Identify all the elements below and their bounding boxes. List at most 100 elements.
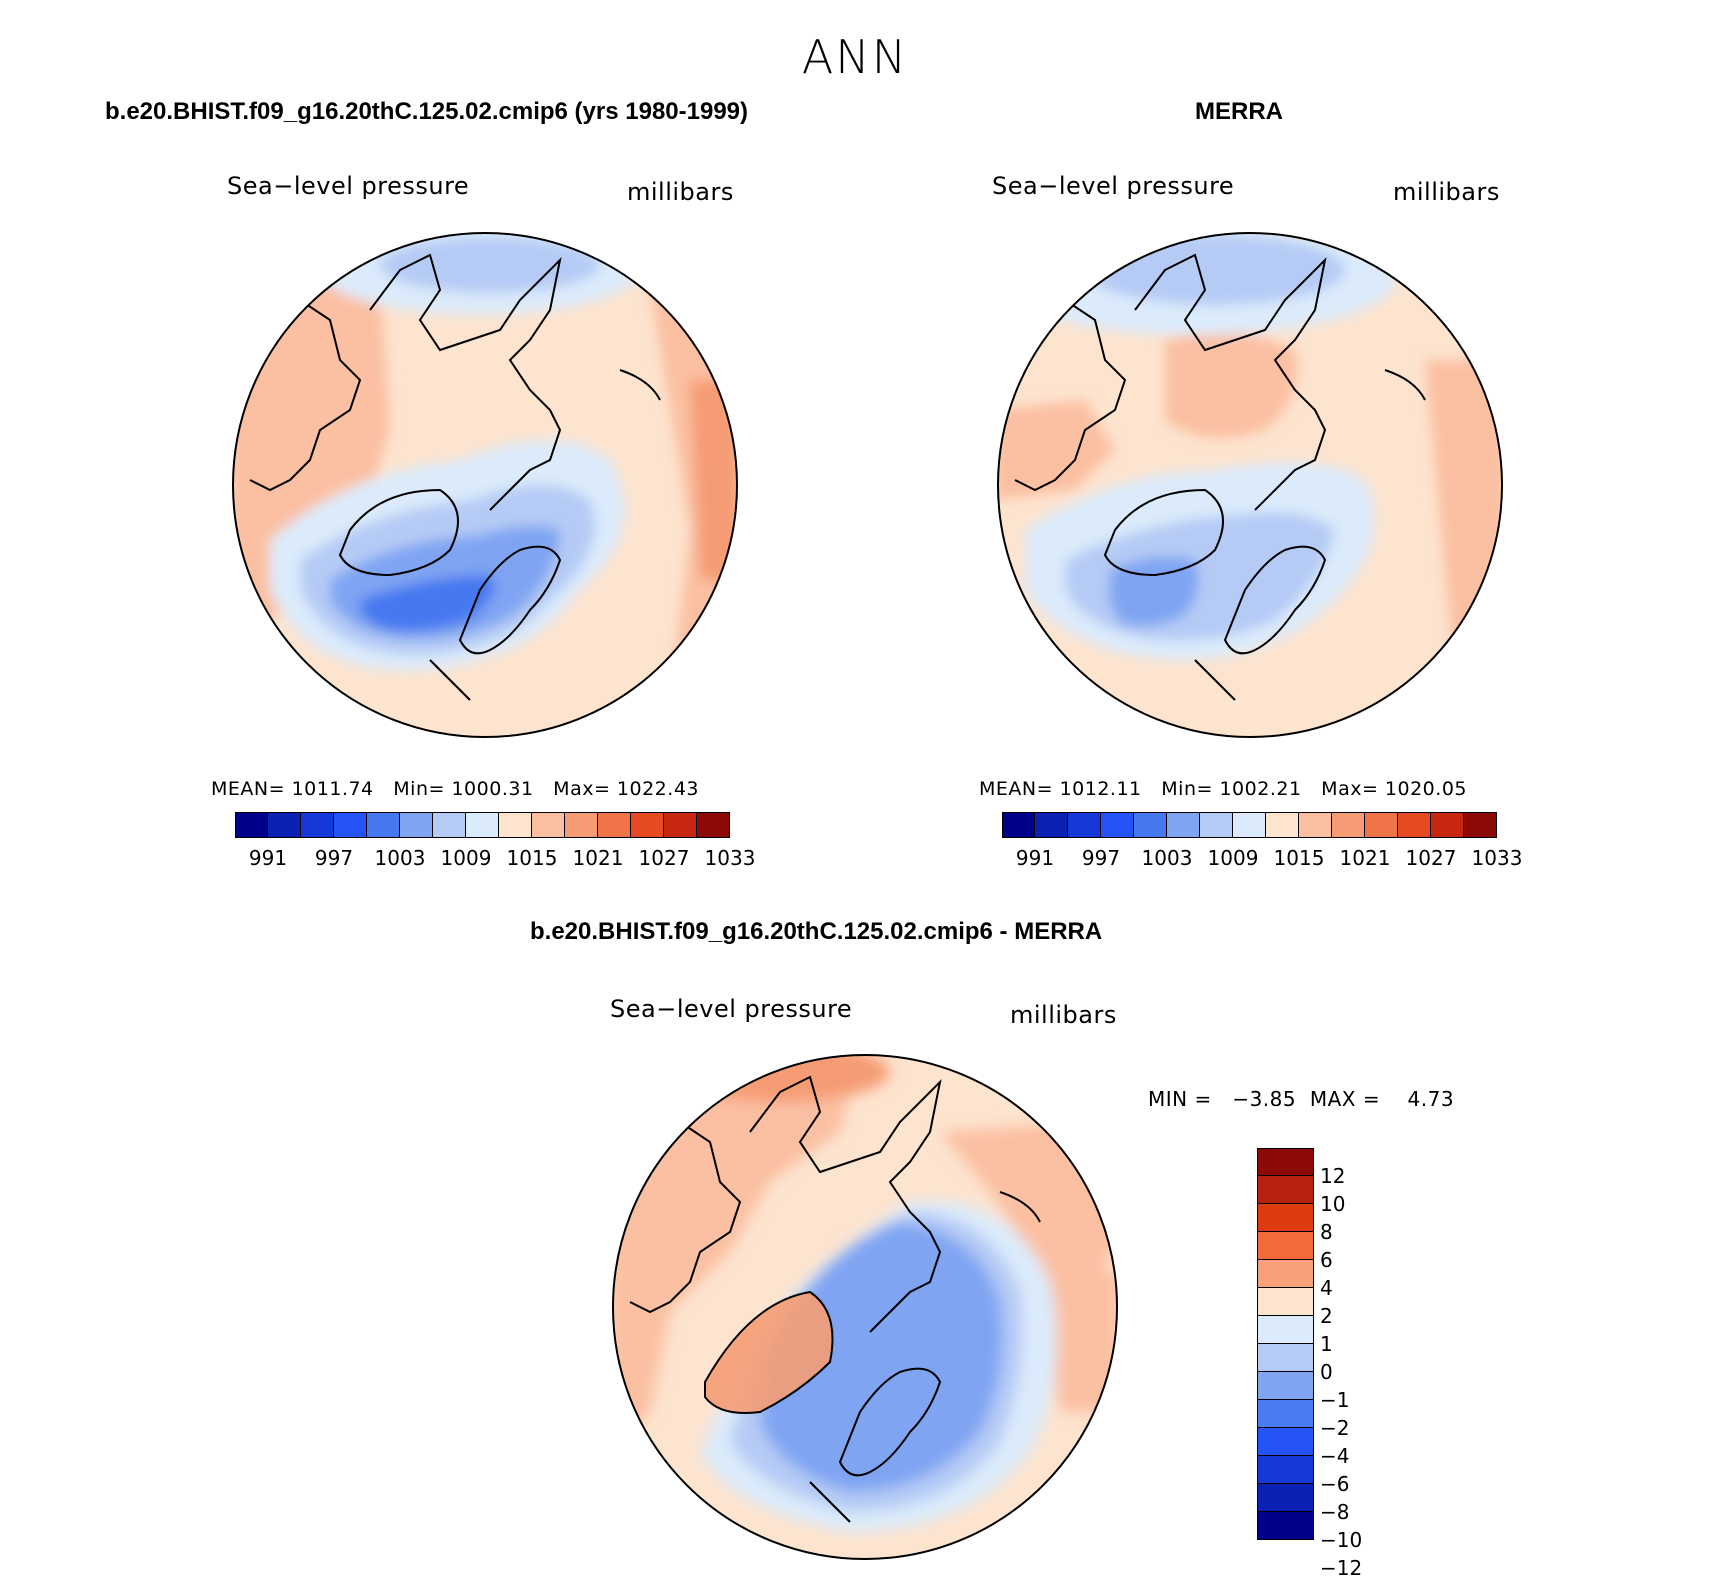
diff-colorbar-tick-label: 12 <box>1320 1164 1346 1188</box>
obs-colorbar-box <box>1068 812 1101 838</box>
diff-colorbar-tick-label: 10 <box>1320 1192 1346 1216</box>
diff-colorbar-box <box>1257 1484 1314 1512</box>
obs-colorbar-tick-label: 1021 <box>1339 846 1391 870</box>
obs-colorbar-box <box>1134 812 1167 838</box>
obs-colorbar-tick-label: 1009 <box>1207 846 1259 870</box>
diff-stats: MIN = −3.85 MAX = 4.73 <box>1148 1087 1454 1111</box>
model-colorbar <box>235 812 730 838</box>
model-units-label: millibars <box>627 178 734 206</box>
diff-units-label: millibars <box>1010 1001 1117 1029</box>
obs-colorbar-box <box>1233 812 1266 838</box>
model-colorbar-box <box>565 812 598 838</box>
page-title: ANN <box>801 30 909 84</box>
diff-colorbar-box <box>1257 1232 1314 1260</box>
obs-colorbar-tick-label: 1027 <box>1405 846 1457 870</box>
diff-min-value: −3.85 <box>1232 1087 1297 1111</box>
obs-colorbar-tick-label: 997 <box>1081 846 1121 870</box>
diff-colorbar-tick-label: 1 <box>1320 1332 1333 1356</box>
model-variable-label: Sea−level pressure <box>227 172 470 200</box>
model-colorbar-ticks: 991 997 1003 1009 1015 1021 1027 1033 <box>235 846 756 870</box>
diff-colorbar-ticks: 12 10 8 6 4 2 1 0 −1 −2 −4 −6 −8 −10 −12 <box>1320 1148 1380 1580</box>
diff-panel-title: b.e20.BHIST.f09_g16.20thC.125.02.cmip6 -… <box>530 918 1103 945</box>
diff-colorbar-tick-label: −4 <box>1320 1444 1350 1468</box>
model-colorbar-box <box>400 812 433 838</box>
obs-max-label: Max= <box>1321 778 1379 800</box>
diff-colorbar-tick-label: −1 <box>1320 1388 1350 1412</box>
model-colorbar-box <box>235 812 268 838</box>
model-colorbar-box <box>664 812 697 838</box>
model-colorbar-box <box>433 812 466 838</box>
obs-colorbar-box <box>1431 812 1464 838</box>
model-colorbar-tick-label: 1021 <box>572 846 624 870</box>
diff-max-value: 4.73 <box>1407 1087 1455 1111</box>
obs-colorbar-tick-label: 991 <box>1015 846 1055 870</box>
obs-colorbar-box <box>1266 812 1299 838</box>
obs-map <box>997 232 1503 738</box>
diff-colorbar-box <box>1257 1372 1314 1400</box>
diff-colorbar-box <box>1257 1204 1314 1232</box>
diff-colorbar <box>1257 1148 1314 1540</box>
model-colorbar-box <box>301 812 334 838</box>
model-colorbar-tick-label: 1015 <box>506 846 558 870</box>
diff-colorbar-tick-label: 4 <box>1320 1276 1333 1300</box>
obs-stats: MEAN= 1012.11 Min= 1002.21 Max= 1020.05 <box>979 778 1467 800</box>
model-max-label: Max= <box>553 778 611 800</box>
obs-colorbar-box <box>1365 812 1398 838</box>
model-colorbar-tick-label: 1003 <box>374 846 426 870</box>
diff-colorbar-tick-label: −2 <box>1320 1416 1350 1440</box>
diff-max-label: MAX = <box>1309 1087 1381 1111</box>
model-stats: MEAN= 1011.74 Min= 1000.31 Max= 1022.43 <box>211 778 699 800</box>
obs-colorbar-ticks: 991 997 1003 1009 1015 1021 1027 1033 <box>1002 846 1523 870</box>
obs-colorbar <box>1002 812 1497 838</box>
obs-units-label: millibars <box>1393 178 1500 206</box>
model-colorbar-tick-label: 997 <box>314 846 354 870</box>
diff-colorbar-box <box>1257 1456 1314 1484</box>
obs-colorbar-box <box>1200 812 1233 838</box>
diff-variable-label: Sea−level pressure <box>610 995 853 1023</box>
obs-min-label: Min= <box>1161 778 1213 800</box>
diff-colorbar-tick-label: 8 <box>1320 1220 1333 1244</box>
model-colorbar-box <box>334 812 367 838</box>
obs-mean-label: MEAN= <box>979 778 1054 800</box>
diff-colorbar-box <box>1257 1344 1314 1372</box>
diff-colorbar-box <box>1257 1176 1314 1204</box>
model-colorbar-box <box>367 812 400 838</box>
diff-colorbar-box <box>1257 1400 1314 1428</box>
model-mean-value: 1011.74 <box>291 778 374 800</box>
model-panel-title: b.e20.BHIST.f09_g16.20thC.125.02.cmip6 (… <box>105 98 749 125</box>
model-min-label: Min= <box>393 778 445 800</box>
obs-colorbar-box <box>1101 812 1134 838</box>
diff-colorbar-tick-label: −6 <box>1320 1472 1350 1496</box>
diff-colorbar-box <box>1257 1288 1314 1316</box>
diff-colorbar-box <box>1257 1316 1314 1344</box>
obs-colorbar-box <box>1167 812 1200 838</box>
obs-colorbar-box <box>1398 812 1431 838</box>
obs-min-value: 1002.21 <box>1219 778 1302 800</box>
obs-colorbar-box <box>1464 812 1497 838</box>
diff-colorbar-tick-label: 2 <box>1320 1304 1333 1328</box>
model-colorbar-box <box>268 812 301 838</box>
obs-colorbar-tick-label: 1003 <box>1141 846 1193 870</box>
diff-colorbar-tick-label: −8 <box>1320 1500 1350 1524</box>
obs-max-value: 1020.05 <box>1384 778 1467 800</box>
model-colorbar-box <box>697 812 730 838</box>
obs-colorbar-box <box>1332 812 1365 838</box>
diff-colorbar-tick-label: 6 <box>1320 1248 1333 1272</box>
model-colorbar-box <box>598 812 631 838</box>
model-colorbar-tick-label: 1009 <box>440 846 492 870</box>
diff-colorbar-box <box>1257 1260 1314 1288</box>
model-colorbar-box <box>532 812 565 838</box>
model-mean-label: MEAN= <box>211 778 286 800</box>
diff-colorbar-box <box>1257 1428 1314 1456</box>
obs-colorbar-tick-label: 1033 <box>1471 846 1523 870</box>
obs-panel-title: MERRA <box>1195 98 1283 125</box>
model-colorbar-tick-label: 1033 <box>704 846 756 870</box>
model-colorbar-box <box>631 812 664 838</box>
model-colorbar-tick-label: 991 <box>248 846 288 870</box>
model-map <box>232 232 738 738</box>
diff-colorbar-box <box>1257 1148 1314 1176</box>
diff-min-label: MIN = <box>1148 1087 1212 1111</box>
diff-colorbar-tick-label: −12 <box>1320 1556 1363 1580</box>
model-colorbar-box <box>499 812 532 838</box>
model-colorbar-tick-label: 1027 <box>638 846 690 870</box>
